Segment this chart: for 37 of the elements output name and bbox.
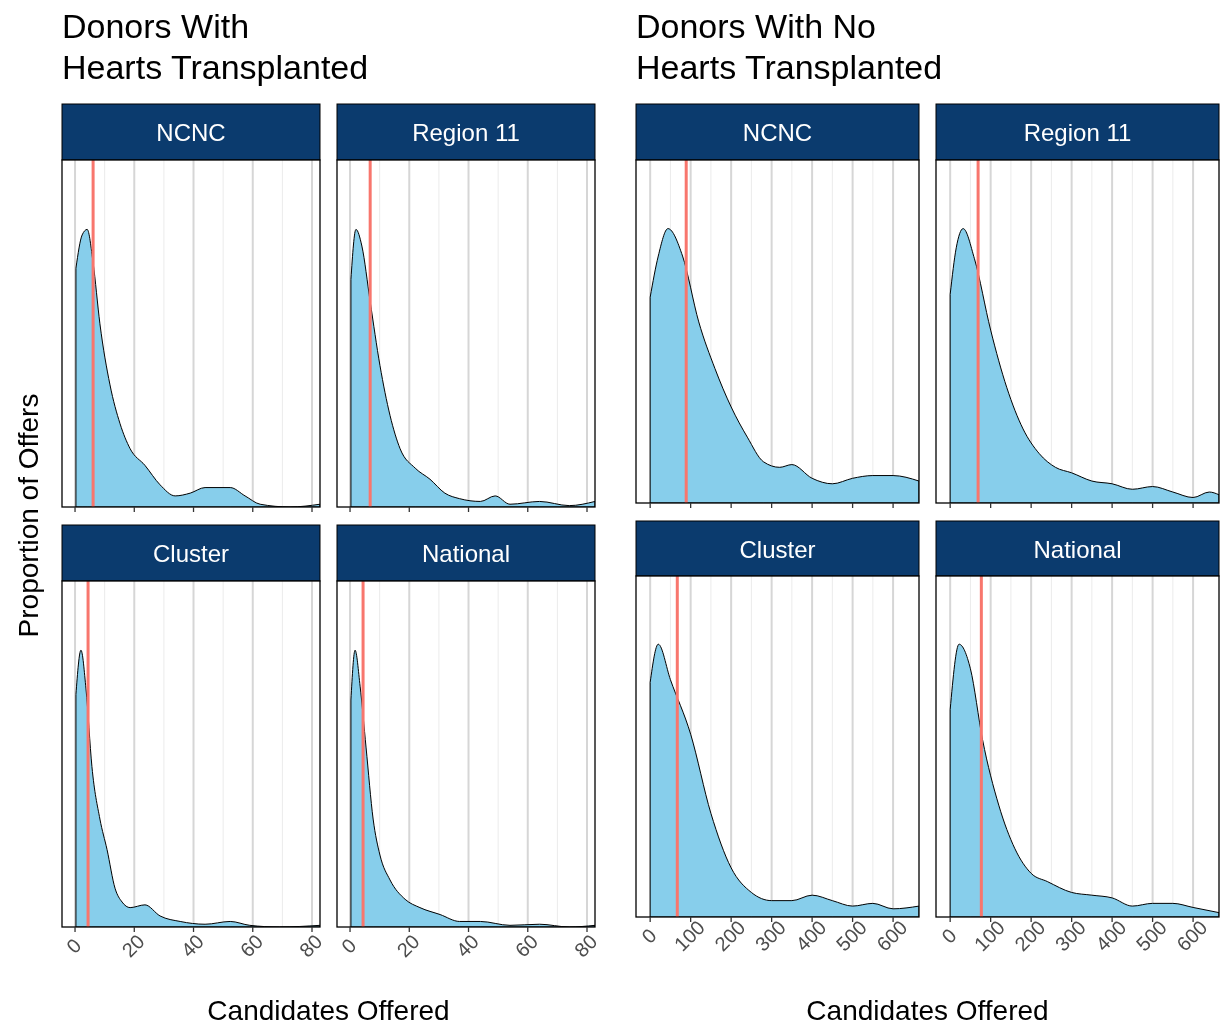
- x-tick-label: 60: [235, 930, 268, 962]
- chart-title: NCNC: [742, 119, 813, 146]
- text: Donors With Hearts Transplanted: [62, 7, 369, 86]
- x-tick-label: 400: [791, 916, 831, 956]
- text: Donors With No Hearts Transplanted: [636, 7, 943, 86]
- x-tick-label: 20: [117, 930, 149, 962]
- x-axis-title: Candidates Offered: [806, 995, 1049, 1026]
- chart-title: Region 11: [1023, 119, 1132, 146]
- x-tick-label: 80: [295, 930, 327, 962]
- x-tick-label: 200: [1010, 916, 1050, 956]
- x-tick-label: 500: [1131, 916, 1171, 956]
- x-tick-label: 600: [872, 916, 912, 956]
- chart-title: National: [421, 540, 511, 567]
- y-axis-title: Proportion of Offers: [13, 393, 44, 638]
- x-tick-label: 0: [937, 924, 961, 948]
- x-tick-label: 400: [1091, 916, 1131, 956]
- x-axis-title: Candidates Offered: [207, 995, 450, 1026]
- x-tick-label: 600: [1172, 916, 1212, 956]
- x-tick-label: 40: [451, 930, 483, 962]
- x-tick-label: 60: [510, 930, 543, 962]
- x-tick-label: 300: [750, 916, 790, 956]
- x-tick-label: 200: [710, 916, 750, 956]
- x-tick-label: 300: [1050, 916, 1090, 956]
- x-tick-label: 40: [176, 930, 208, 962]
- x-tick-label: 500: [831, 916, 871, 956]
- x-tick-label: 0: [337, 934, 361, 958]
- x-tick-label: 0: [637, 924, 661, 948]
- chart-title: NCNC: [156, 119, 226, 146]
- x-tick-label: 0: [62, 934, 86, 958]
- chart-title: Region 11: [412, 119, 520, 146]
- x-tick-label: 20: [392, 930, 424, 962]
- chart-title: National: [1033, 535, 1122, 563]
- x-tick-label: 100: [969, 916, 1010, 956]
- chart-title: Cluster: [152, 540, 230, 567]
- x-tick-label: 80: [570, 930, 602, 962]
- chart-title: Cluster: [739, 535, 816, 563]
- x-tick-label: 100: [669, 916, 710, 956]
